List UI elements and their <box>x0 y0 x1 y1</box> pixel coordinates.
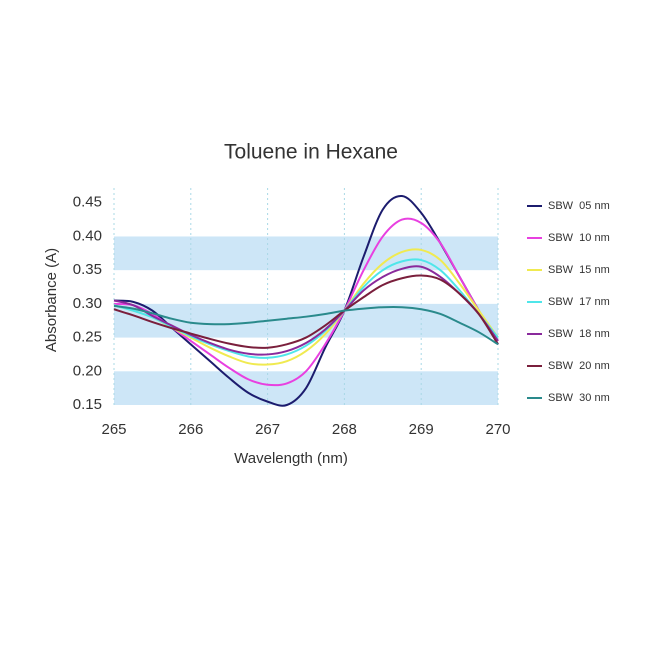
y-axis-label: Absorbance (A) <box>43 248 60 352</box>
legend-label: SBW 20 nm <box>548 360 610 372</box>
x-tick-label: 267 <box>255 421 280 438</box>
chart-title: Toluene in Hexane <box>224 141 398 164</box>
y-tick-label: 0.45 <box>73 194 102 211</box>
legend-label: SBW 10 nm <box>548 232 610 244</box>
legend-label: SBW 18 nm <box>548 328 610 340</box>
x-tick-label: 265 <box>101 421 126 438</box>
y-tick-label: 0.20 <box>73 362 102 379</box>
series-line <box>113 274 499 349</box>
x-tick-label: 270 <box>485 421 510 438</box>
x-tick-label: 268 <box>332 421 357 438</box>
legend-label: SBW 05 nm <box>548 200 610 212</box>
band <box>114 303 498 338</box>
series-line <box>113 304 499 346</box>
legend-label: SBW 30 nm <box>548 392 610 404</box>
legend-label: SBW 15 nm <box>548 264 610 276</box>
y-tick-label: 0.15 <box>73 396 102 413</box>
x-axis-label: Wavelength (nm) <box>234 450 348 467</box>
plot-background <box>113 188 499 405</box>
y-tick-label: 0.35 <box>73 261 102 278</box>
y-tick-label: 0.30 <box>73 295 102 312</box>
y-tick-label: 0.25 <box>73 329 102 346</box>
series-line <box>113 265 499 356</box>
y-tick-label: 0.40 <box>73 227 102 244</box>
x-tick-label: 269 <box>409 421 434 438</box>
legend-label: SBW 17 nm <box>548 296 610 308</box>
x-tick-label: 266 <box>178 421 203 438</box>
